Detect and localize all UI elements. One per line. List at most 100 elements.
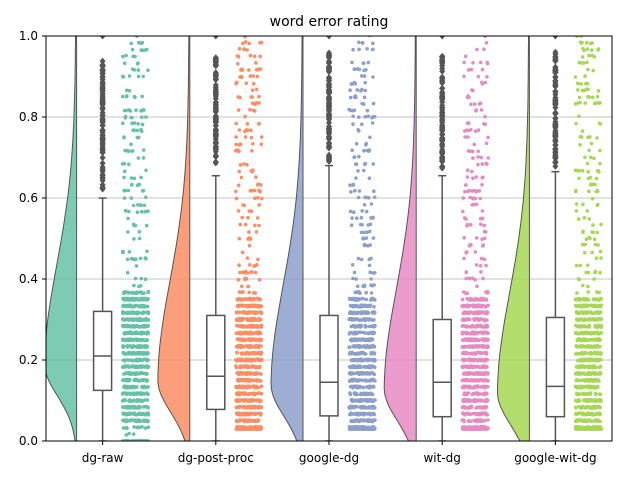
rain-point bbox=[356, 128, 360, 132]
rain-point bbox=[251, 378, 256, 383]
rain-point bbox=[131, 54, 135, 59]
rain-point bbox=[371, 162, 376, 166]
rain-point bbox=[485, 289, 490, 294]
rain-point bbox=[576, 277, 581, 281]
rain-point bbox=[249, 344, 254, 348]
rain-point bbox=[477, 304, 482, 309]
rain-point bbox=[121, 304, 125, 309]
rain-point bbox=[464, 378, 468, 383]
rain-point bbox=[123, 352, 127, 356]
rain-point bbox=[251, 168, 255, 172]
rain-point bbox=[482, 418, 487, 423]
rain-point bbox=[143, 277, 148, 282]
outlier-point bbox=[99, 84, 106, 92]
rain-point bbox=[362, 304, 367, 309]
outlier-point bbox=[552, 36, 559, 40]
rain-point bbox=[135, 344, 140, 349]
outlier-point bbox=[552, 162, 559, 170]
box-google-wit-dg bbox=[545, 316, 566, 418]
rain-point bbox=[128, 392, 133, 396]
rain-point bbox=[359, 230, 364, 235]
outlier-point bbox=[439, 163, 446, 171]
rain-point bbox=[482, 399, 486, 403]
rain-point bbox=[355, 284, 360, 289]
rain-point bbox=[478, 412, 483, 416]
outlier-point bbox=[212, 75, 219, 83]
rain-point bbox=[241, 418, 246, 423]
rain-point bbox=[479, 270, 483, 274]
rain-point bbox=[124, 53, 128, 58]
rain-point bbox=[481, 276, 485, 281]
rain-point bbox=[371, 377, 375, 382]
rain-point bbox=[123, 116, 128, 120]
rain-point bbox=[371, 75, 375, 79]
outlier-point bbox=[326, 115, 332, 123]
series-google-wit-dg bbox=[497, 36, 604, 441]
rain-point bbox=[234, 135, 238, 139]
rain-point bbox=[126, 344, 130, 349]
rain-point bbox=[372, 427, 377, 431]
rain-point bbox=[122, 358, 126, 363]
rain-point bbox=[139, 276, 144, 281]
rain-point bbox=[259, 337, 263, 342]
rain-point bbox=[475, 47, 479, 52]
rain-point bbox=[125, 323, 130, 328]
rain-point bbox=[478, 60, 483, 65]
rain-point bbox=[482, 337, 487, 342]
outlier-point bbox=[439, 127, 446, 135]
rain-point bbox=[352, 343, 356, 348]
rain-point bbox=[237, 371, 241, 376]
cloud-google-dg bbox=[270, 36, 304, 441]
rain-point bbox=[370, 419, 374, 424]
rain-point bbox=[251, 142, 255, 146]
rain-point bbox=[372, 331, 377, 335]
rain-point bbox=[121, 121, 125, 126]
rain-point bbox=[573, 412, 578, 416]
rain-point bbox=[257, 352, 261, 356]
rain-point bbox=[140, 115, 144, 119]
rain-point bbox=[234, 149, 238, 153]
outlier-point bbox=[212, 138, 219, 146]
rain-point bbox=[478, 216, 483, 221]
rain-point bbox=[243, 277, 247, 282]
rain-point bbox=[348, 95, 353, 100]
rain-point bbox=[355, 88, 360, 92]
rain-point bbox=[461, 399, 466, 404]
rain-point bbox=[248, 74, 253, 78]
rain-point bbox=[244, 270, 249, 275]
outlier-point bbox=[212, 151, 219, 159]
rain-point bbox=[133, 276, 138, 281]
outlier-point bbox=[552, 138, 559, 146]
rain-point bbox=[142, 203, 147, 208]
rain-point bbox=[125, 418, 130, 423]
rain-point bbox=[139, 398, 143, 403]
rain-point bbox=[244, 385, 249, 389]
outlier-point bbox=[99, 67, 106, 75]
rain-point bbox=[353, 325, 357, 329]
outlier-point bbox=[552, 83, 559, 91]
rain-point bbox=[370, 358, 375, 362]
rain-point bbox=[470, 325, 474, 329]
rain-point bbox=[353, 94, 358, 98]
rain-point bbox=[466, 149, 471, 153]
rain-point bbox=[120, 324, 125, 328]
rain-point bbox=[351, 364, 355, 369]
rain-point bbox=[350, 263, 355, 267]
rain-point bbox=[235, 323, 239, 328]
rain-point bbox=[468, 195, 473, 200]
outlier-point bbox=[326, 95, 332, 103]
rain-point bbox=[588, 391, 593, 395]
rain-point bbox=[590, 351, 594, 356]
rain-point bbox=[248, 331, 253, 336]
rain-point bbox=[470, 149, 475, 154]
rain-point bbox=[484, 141, 489, 146]
rain-point bbox=[586, 67, 590, 72]
rain-point bbox=[136, 68, 141, 72]
rain-point bbox=[254, 175, 258, 179]
rain-point bbox=[471, 88, 475, 93]
rain-point bbox=[482, 296, 486, 301]
rain-point bbox=[580, 169, 585, 173]
rain-point bbox=[356, 256, 361, 261]
rain-point bbox=[256, 378, 261, 383]
rain-point bbox=[122, 188, 126, 193]
